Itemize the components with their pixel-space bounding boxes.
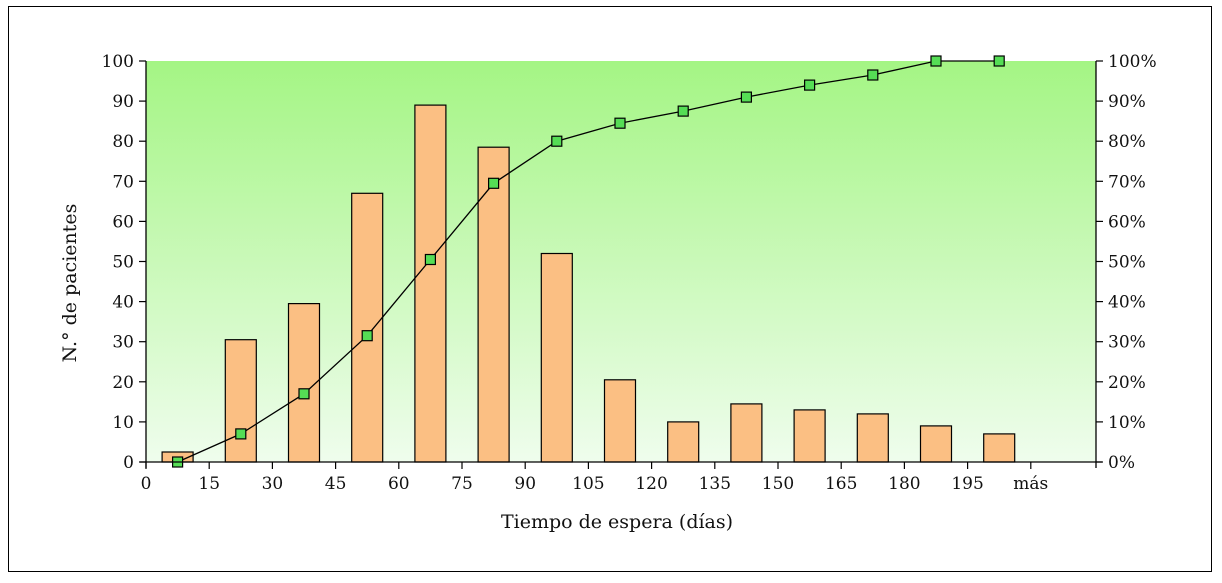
bar-1: [225, 340, 256, 462]
x-tick-label-3: 45: [325, 474, 347, 494]
bar-13: [984, 434, 1015, 462]
y2-tick-label-3: 30%: [1108, 333, 1146, 353]
y2-tick-label-5: 50%: [1108, 253, 1146, 273]
x-tick-label-9: 135: [699, 474, 731, 494]
x-tick-label-14: más: [1013, 474, 1048, 494]
y2-tick-label-6: 60%: [1108, 212, 1146, 232]
y2-tick-label-10: 100%: [1108, 52, 1157, 72]
bar-7: [605, 380, 636, 462]
y-tick-label-8: 80: [112, 132, 134, 152]
cumulative-point-6: [552, 136, 562, 146]
bar-12: [921, 426, 952, 462]
cumulative-point-12: [931, 56, 941, 66]
cumulative-point-7: [615, 118, 625, 128]
x-tick-label-0: 0: [141, 474, 152, 494]
bar-3: [352, 193, 383, 462]
cumulative-point-3: [362, 331, 372, 341]
cumulative-point-1: [236, 429, 246, 439]
x-axis-title: Tiempo de espera (días): [501, 511, 733, 533]
cumulative-point-5: [489, 178, 499, 188]
y2-tick-label-0: 0%: [1108, 453, 1135, 473]
cumulative-point-13: [994, 56, 1004, 66]
bar-2: [289, 304, 320, 462]
x-tick-label-1: 15: [198, 474, 220, 494]
cumulative-point-4: [425, 255, 435, 265]
x-tick-label-5: 75: [451, 474, 473, 494]
x-tick-label-12: 180: [888, 474, 920, 494]
y-tick-label-5: 50: [112, 253, 134, 273]
y2-tick-label-4: 40%: [1108, 293, 1146, 313]
x-tick-label-7: 105: [572, 474, 604, 494]
bar-8: [668, 422, 699, 462]
bar-5: [478, 147, 509, 462]
y2-tick-label-9: 90%: [1108, 92, 1146, 112]
y-tick-label-10: 100: [102, 52, 134, 72]
y-tick-label-6: 60: [112, 212, 134, 232]
bar-4: [415, 105, 446, 462]
cumulative-point-11: [868, 70, 878, 80]
y-tick-label-7: 70: [112, 172, 134, 192]
y-tick-label-4: 40: [112, 293, 134, 313]
x-tick-label-8: 120: [635, 474, 667, 494]
cumulative-point-8: [678, 106, 688, 116]
y-tick-label-3: 30: [112, 333, 134, 353]
x-tick-label-6: 90: [514, 474, 536, 494]
bar-10: [794, 410, 825, 462]
y-tick-label-0: 0: [123, 453, 134, 473]
x-tick-label-11: 165: [825, 474, 857, 494]
x-tick-label-2: 30: [262, 474, 284, 494]
bar-6: [541, 254, 572, 463]
y2-tick-label-7: 70%: [1108, 172, 1146, 192]
cumulative-point-2: [299, 389, 309, 399]
y2-tick-label-2: 20%: [1108, 373, 1146, 393]
cumulative-point-10: [805, 80, 815, 90]
y2-tick-label-1: 10%: [1108, 413, 1146, 433]
bar-9: [731, 404, 762, 462]
y-tick-label-9: 90: [112, 92, 134, 112]
y-tick-label-2: 20: [112, 373, 134, 393]
x-tick-label-4: 60: [388, 474, 410, 494]
x-tick-label-10: 150: [762, 474, 794, 494]
y-axis-title: N.° de pacientes: [59, 204, 81, 363]
y2-tick-label-8: 80%: [1108, 132, 1146, 152]
y-tick-label-1: 10: [112, 413, 134, 433]
x-tick-label-13: 195: [951, 474, 983, 494]
cumulative-point-9: [741, 92, 751, 102]
bar-11: [857, 414, 888, 462]
